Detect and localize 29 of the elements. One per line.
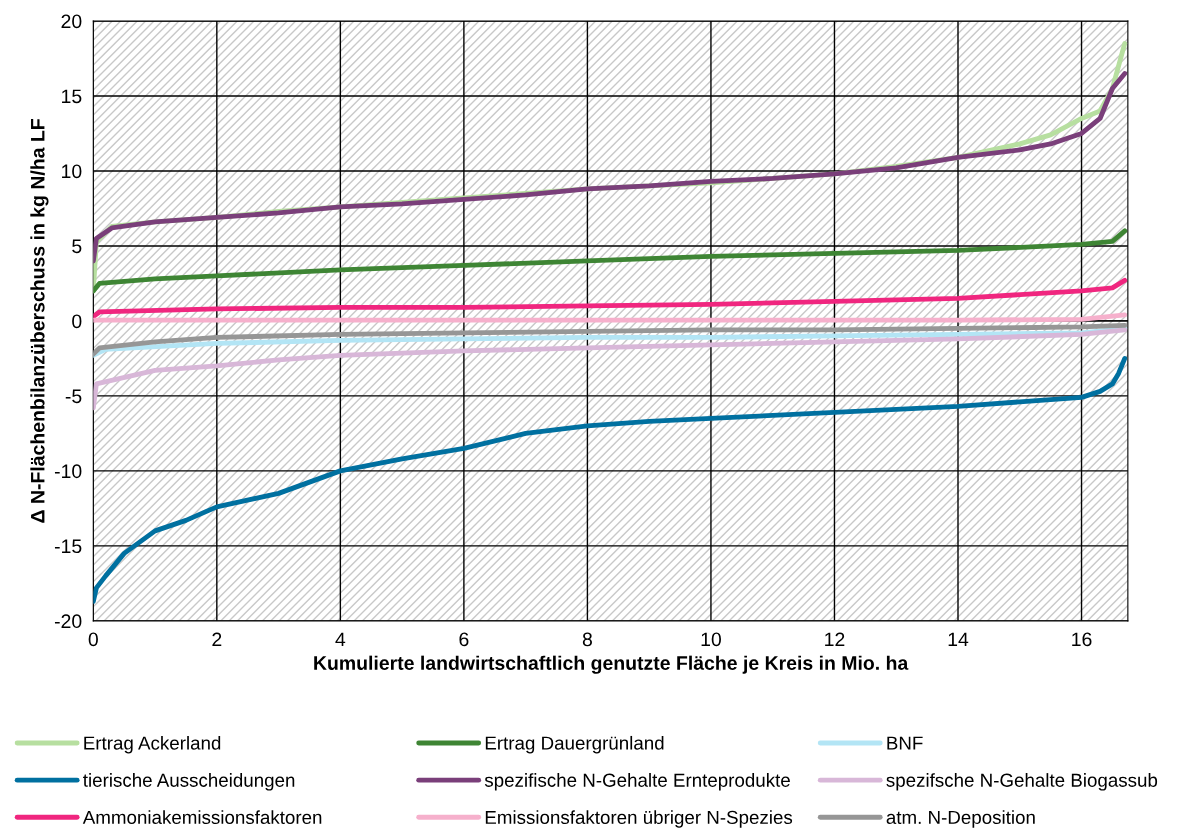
legend-label: tierische Ausscheidungen: [83, 773, 295, 791]
legend-label: Ertrag Ackerland: [84, 735, 221, 754]
legend-label: Ammoniakemissionsfaktoren: [82, 810, 322, 825]
x-tick-label: 14: [948, 632, 969, 647]
x-tick-label: 10: [701, 632, 721, 647]
y-tick-label: -10: [54, 464, 82, 479]
x-tick-label: 16: [1072, 632, 1092, 647]
legend-label: spezifsche N-Gehalte Biogassub: [886, 773, 1158, 791]
legend-label: spezifische N-Gehalte Ernteprodukte: [484, 773, 790, 791]
y-tick-label: 15: [62, 89, 82, 104]
y-tick-label: 20: [61, 14, 82, 29]
x-tick-label: 2: [212, 632, 222, 647]
x-tick-label: 0: [88, 632, 98, 647]
x-tick-label: 4: [335, 632, 346, 647]
legend-label: Ertrag Dauergrünland: [485, 735, 664, 754]
x-axis-title: Kumulierte landwirtschaftlich genutzte Fläche je Kreis in Mio. ha: [314, 655, 909, 674]
legend-label: atm. N-Deposition: [886, 810, 1035, 828]
x-tick-label: 8: [582, 632, 592, 647]
x-tick-label: 6: [459, 632, 469, 647]
y-tick-label: -5: [65, 389, 82, 404]
y-tick-label: 10: [62, 164, 82, 179]
y-axis-title: Δ N-Flächenbilanzüberschuss in kg N/ha LF: [30, 119, 49, 523]
x-tick-label: 12: [825, 632, 845, 647]
legend-label: BNF: [887, 736, 923, 750]
y-tick-label: -15: [54, 539, 82, 554]
y-tick-label: 0: [72, 314, 82, 329]
y-tick-label: 5: [72, 239, 82, 254]
y-tick-label: -20: [54, 614, 82, 629]
legend-label: Emissionsfaktoren übriger N-Spezies: [485, 810, 793, 828]
